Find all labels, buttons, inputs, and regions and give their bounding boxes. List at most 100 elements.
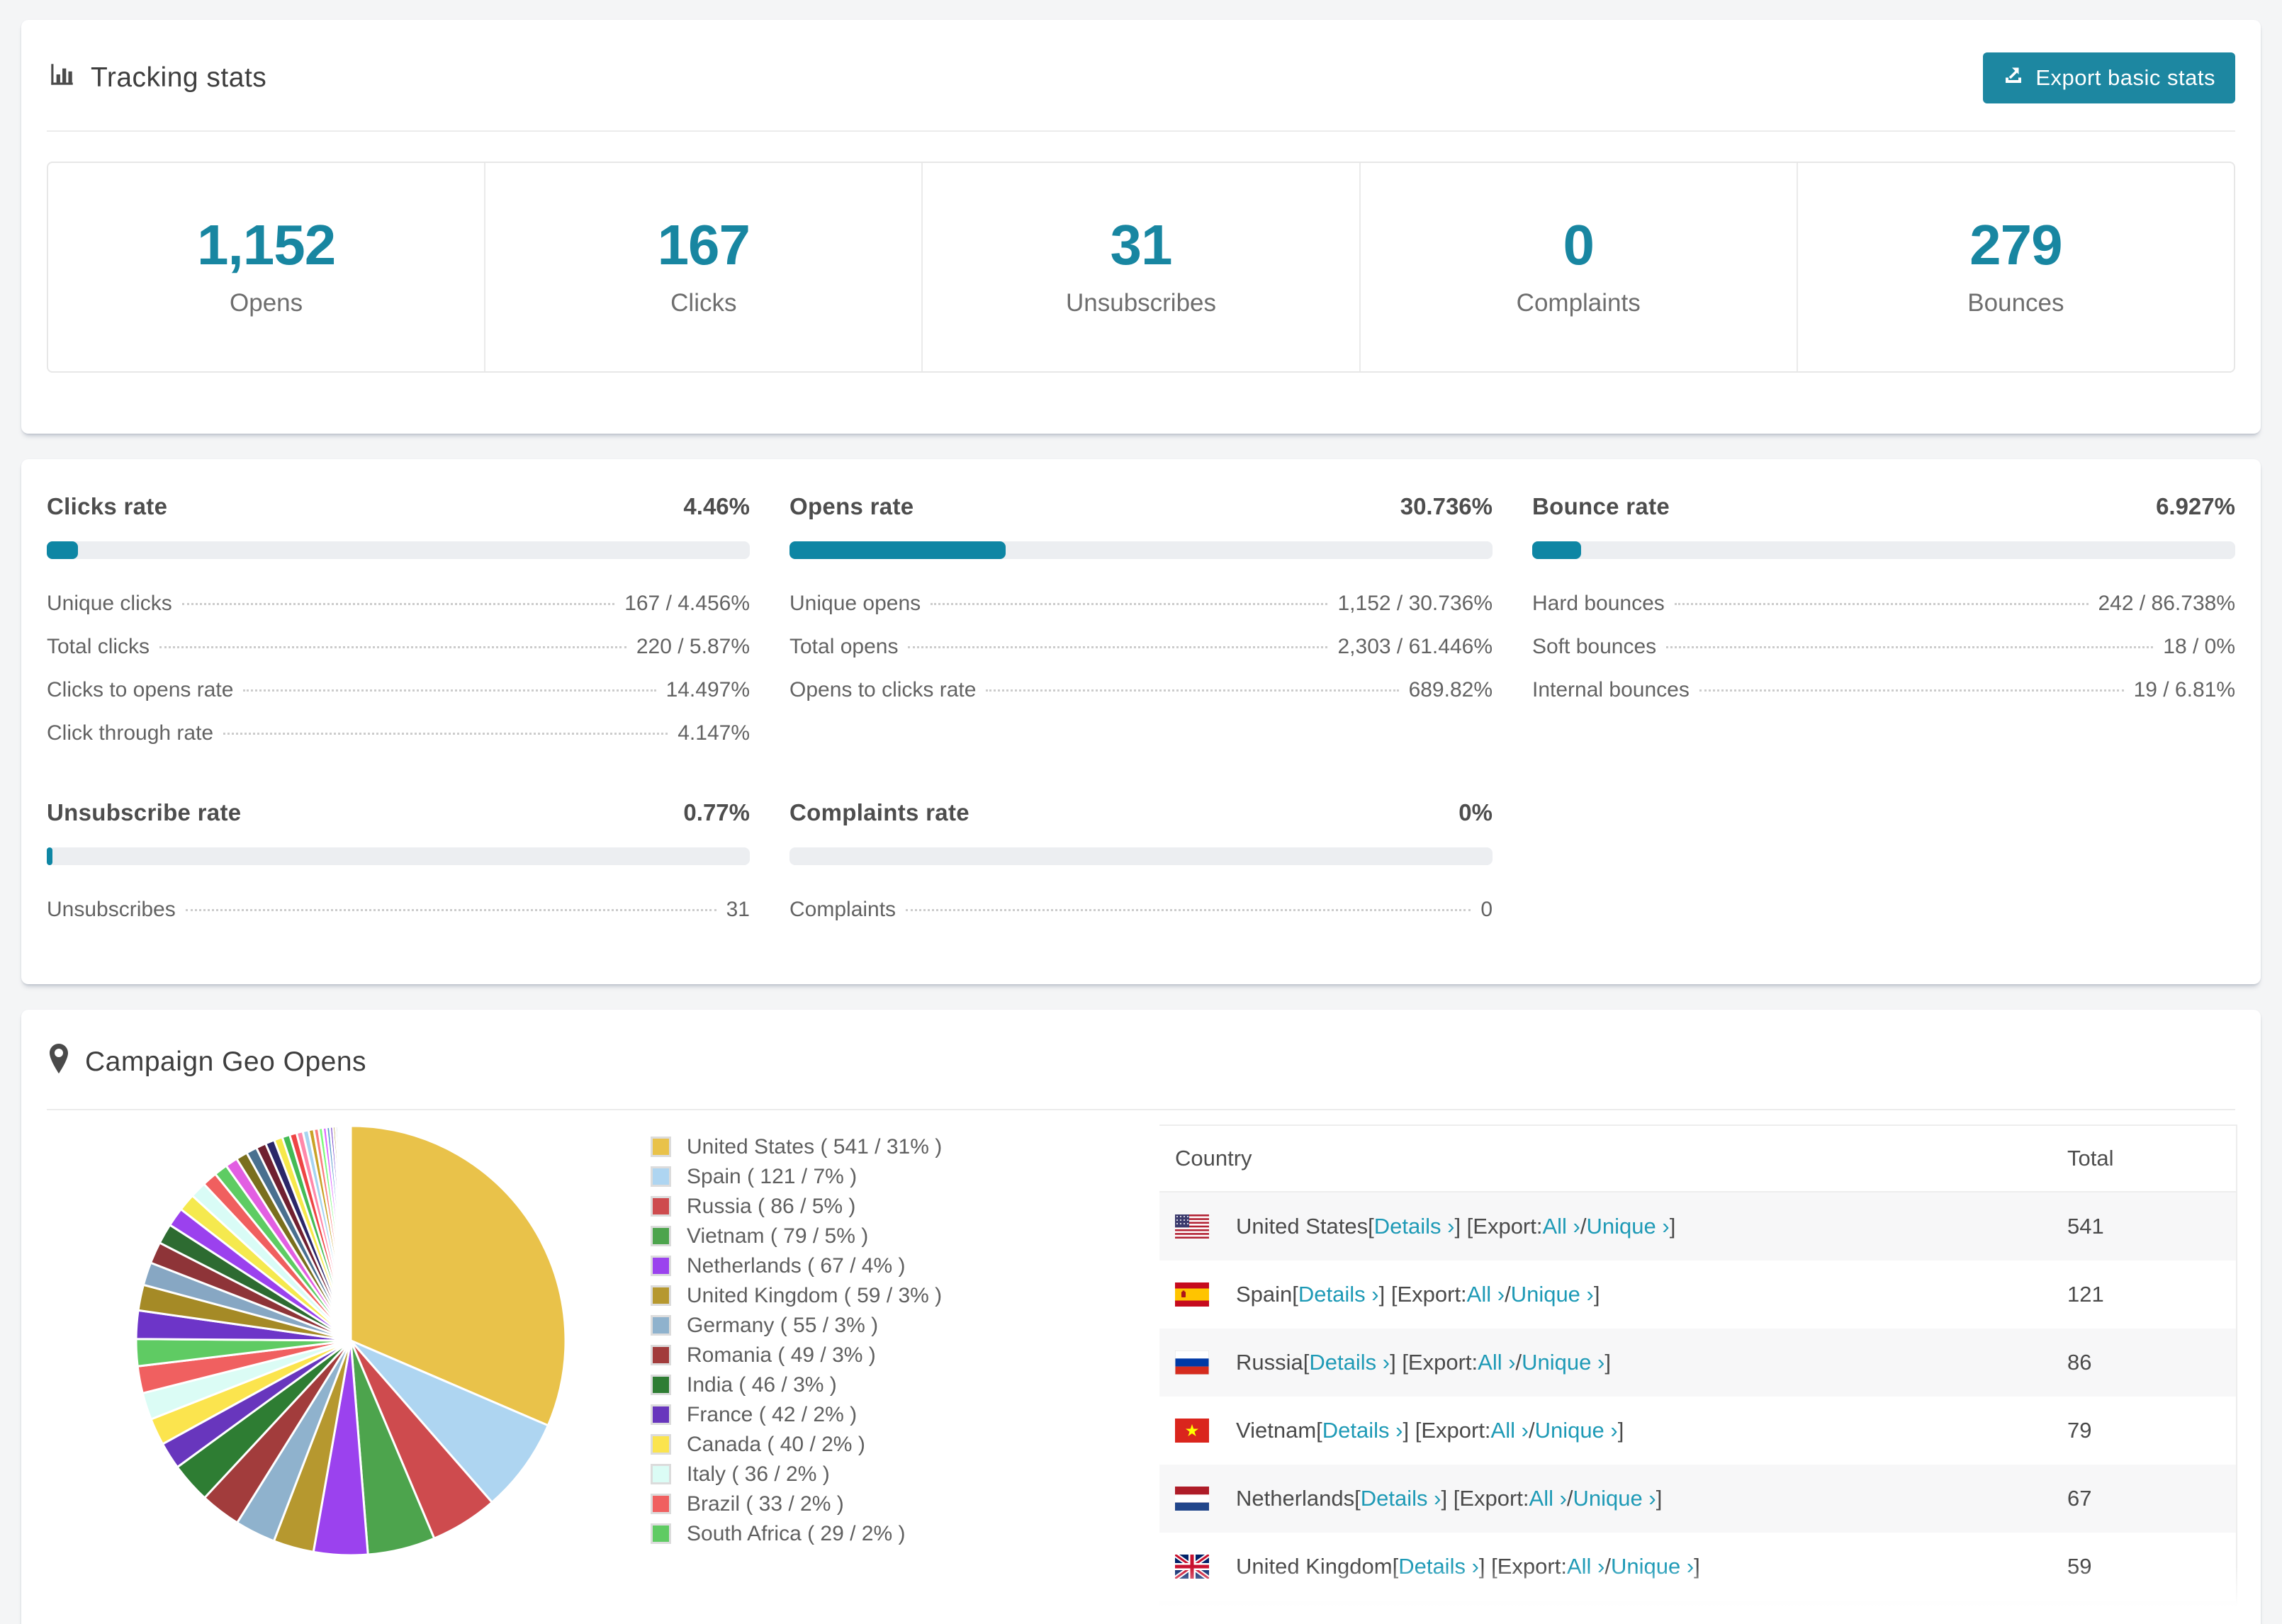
rate-detail-row: Opens to clicks rate 689.82% — [789, 678, 1493, 702]
stat-cell-unsubscribes: 31 Unsubscribes — [921, 163, 1359, 371]
legend-label: Germany ( 55 / 3% ) — [687, 1313, 879, 1337]
geo-row-country-cell: Russia [Details ›] [Export: All › / Uniq… — [1159, 1350, 2064, 1375]
geo-opens-title-text: Campaign Geo Opens — [85, 1047, 367, 1077]
geo-row-country-cell: Netherlands [Details ›] [Export: All › /… — [1159, 1486, 2064, 1511]
details-link[interactable]: Details › — [1298, 1282, 1379, 1307]
legend-item-netherlands: Netherlands ( 67 / 4% ) — [651, 1253, 1159, 1278]
rate-detail-value: 2,303 / 61.446% — [1337, 635, 1493, 658]
country-name: United Kingdom — [1236, 1554, 1393, 1579]
geo-header-divider — [47, 1109, 2235, 1110]
rate-detail-label: Total clicks — [47, 635, 150, 658]
details-link[interactable]: Details › — [1309, 1350, 1390, 1375]
pie-svg — [135, 1124, 567, 1557]
details-link[interactable]: Details › — [1322, 1418, 1403, 1443]
rate-block-opens-rate: Opens rate 30.736% Unique opens 1,152 / 30.… — [789, 493, 1493, 745]
dotted-leader — [931, 603, 1328, 605]
stat-label: Clicks — [670, 289, 737, 317]
export-unique-link[interactable]: Unique › — [1573, 1486, 1656, 1511]
dotted-leader — [181, 603, 615, 605]
dotted-leader — [243, 689, 656, 692]
geo-row-country-cell: Spain [Details ›] [Export: All › / Uniqu… — [1159, 1282, 2064, 1307]
legend-item-united-kingdom: United Kingdom ( 59 / 3% ) — [651, 1283, 1159, 1308]
rate-title: Opens rate — [789, 493, 914, 519]
geo-row-country-cell: United Kingdom [Details ›] [Export: All … — [1159, 1554, 2064, 1579]
geo-legend: United States ( 541 / 31% ) Spain ( 121 /… — [651, 1110, 1159, 1624]
legend-swatch — [651, 1404, 671, 1425]
export-unique-link[interactable]: Unique › — [1522, 1350, 1605, 1375]
geo-opens-header: Campaign Geo Opens — [21, 1010, 2261, 1109]
tracking-stats-card: Tracking stats Export basic stats 1,152 O… — [21, 20, 2261, 434]
rate-head: Unsubscribe rate 0.77% — [47, 799, 750, 826]
geo-table-row-ru: Russia [Details ›] [Export: All › / Uniq… — [1159, 1329, 2236, 1397]
export-unique-link[interactable]: Unique › — [1534, 1418, 1618, 1443]
bracket: / — [1528, 1418, 1535, 1443]
rate-value: 0.77% — [683, 799, 750, 825]
stat-cell-clicks: 167 Clicks — [484, 163, 921, 371]
header-divider — [47, 130, 2235, 132]
legend-label: Vietnam ( 79 / 5% ) — [687, 1224, 869, 1248]
progress-bar-fill — [1532, 541, 1581, 559]
bracket: / — [1580, 1214, 1587, 1239]
rate-detail-rows: Unique clicks 167 / 4.456% Total clicks 220… — [47, 592, 750, 745]
bar-chart-icon — [47, 60, 77, 96]
details-link[interactable]: Details › — [1360, 1486, 1441, 1511]
rate-block-clicks-rate: Clicks rate 4.46% Unique clicks 167 / 4.456… — [47, 493, 750, 745]
progress-bar-track — [47, 847, 750, 865]
progress-bar-track — [789, 541, 1493, 559]
rate-detail-row: Complaints 0 — [789, 898, 1493, 922]
export-icon — [2003, 64, 2024, 91]
legend-swatch — [651, 1285, 671, 1306]
stat-label: Complaints — [1516, 289, 1641, 317]
header-country-label: Country — [1175, 1146, 1252, 1171]
rate-detail-row: Unique opens 1,152 / 30.736% — [789, 592, 1493, 616]
bracket: ] [Export: — [1378, 1282, 1467, 1307]
rate-block-bounce-rate: Bounce rate 6.927% Hard bounces 242 / 86.73… — [1532, 493, 2235, 745]
geo-row-total-cell: 86 — [2064, 1350, 2236, 1375]
export-unique-link[interactable]: Unique › — [1586, 1214, 1670, 1239]
legend-swatch — [651, 1315, 671, 1336]
rate-detail-row: Total opens 2,303 / 61.446% — [789, 635, 1493, 659]
dotted-leader — [1699, 689, 2124, 692]
rate-detail-label: Unsubscribes — [47, 898, 176, 921]
export-all-link[interactable]: All › — [1566, 1554, 1605, 1579]
export-all-link[interactable]: All › — [1466, 1282, 1505, 1307]
export-all-link[interactable]: All › — [1542, 1214, 1580, 1239]
legend-swatch — [651, 1137, 671, 1157]
rate-value: 0% — [1458, 799, 1493, 825]
legend-item-canada: Canada ( 40 / 2% ) — [651, 1432, 1159, 1457]
country-name: Russia — [1236, 1350, 1303, 1375]
total-value: 541 — [2067, 1214, 2104, 1239]
stat-value: 167 — [657, 213, 751, 276]
legend-label: Brazil ( 33 / 2% ) — [687, 1492, 844, 1516]
rate-detail-label: Total opens — [789, 635, 899, 658]
export-unique-link[interactable]: Unique › — [1610, 1554, 1694, 1579]
dotted-leader — [986, 689, 1399, 692]
geo-table-row-nl: Netherlands [Details ›] [Export: All › /… — [1159, 1465, 2236, 1533]
rate-detail-label: Hard bounces — [1532, 592, 1665, 615]
nl-flag-icon — [1175, 1487, 1209, 1511]
details-link[interactable]: Details › — [1398, 1554, 1479, 1579]
export-unique-link[interactable]: Unique › — [1510, 1282, 1594, 1307]
export-all-link[interactable]: All › — [1478, 1350, 1516, 1375]
legend-item-spain: Spain ( 121 / 7% ) — [651, 1164, 1159, 1189]
geo-row-total-cell: 541 — [2064, 1214, 2236, 1239]
rate-head: Bounce rate 6.927% — [1532, 493, 2235, 520]
rate-detail-label: Soft bounces — [1532, 635, 1657, 658]
rate-detail-row: Click through rate 4.147% — [47, 721, 750, 745]
dotted-leader — [1666, 646, 2154, 648]
export-all-link[interactable]: All › — [1529, 1486, 1567, 1511]
export-all-link[interactable]: All › — [1490, 1418, 1529, 1443]
export-button-label: Export basic stats — [2035, 65, 2215, 90]
rate-detail-value: 242 / 86.738% — [2098, 592, 2236, 615]
stat-cell-bounces: 279 Bounces — [1796, 163, 2234, 371]
export-basic-stats-button[interactable]: Export basic stats — [1983, 52, 2235, 103]
bracket: [ — [1316, 1418, 1322, 1443]
geo-content: United States ( 541 / 31% ) Spain ( 121 /… — [21, 1110, 2261, 1624]
rate-detail-row: Clicks to opens rate 14.497% — [47, 678, 750, 702]
bracket: ] [Export: — [1403, 1418, 1491, 1443]
rate-head: Opens rate 30.736% — [789, 493, 1493, 520]
bracket: ] — [1656, 1486, 1663, 1511]
details-link[interactable]: Details › — [1373, 1214, 1455, 1239]
geo-table-row-us: United States [Details ›] [Export: All ›… — [1159, 1192, 2236, 1261]
rate-detail-label: Internal bounces — [1532, 678, 1690, 701]
